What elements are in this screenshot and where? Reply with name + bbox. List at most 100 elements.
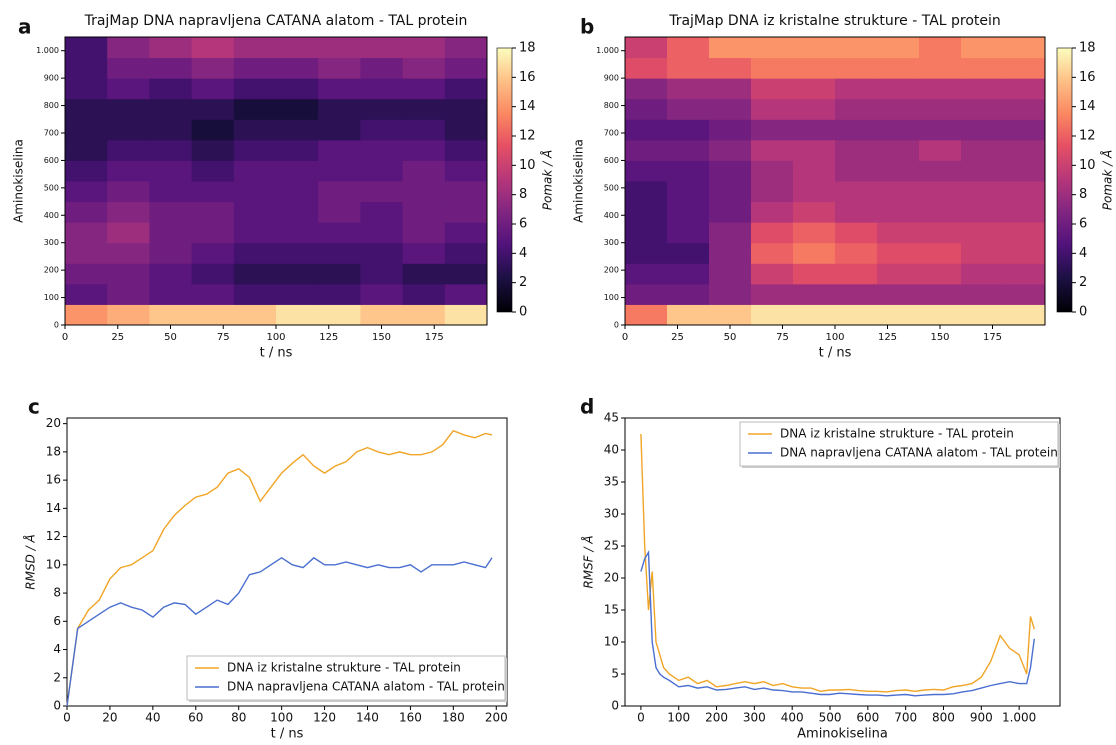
y-tick-label: 25 — [604, 539, 619, 553]
y-axis-label: Aminokiselina — [12, 139, 26, 223]
heat-cell — [793, 222, 836, 244]
heat-cell — [877, 181, 920, 203]
heat-cell — [919, 139, 962, 161]
heat-cell — [877, 242, 920, 264]
colorbar-tick-label: 18 — [519, 41, 536, 56]
heat-cell — [191, 98, 235, 120]
heat-cell — [667, 139, 710, 161]
heat-cell — [360, 57, 404, 79]
heat-cell — [1003, 119, 1046, 141]
heat-cell — [709, 283, 752, 305]
x-axis-label: t / ns — [260, 346, 293, 361]
legend-label: DNA napravljena CATANA alatom - TAL prot… — [227, 680, 505, 694]
x-tick-label: 0 — [637, 711, 645, 725]
x-tick-label: 100 — [667, 711, 690, 725]
heat-cell — [360, 304, 404, 326]
x-tick-label: 20 — [102, 711, 117, 725]
heat-cell — [402, 242, 446, 264]
heat-cell — [318, 242, 361, 264]
heat-cell — [107, 201, 150, 223]
heat-cell — [1003, 139, 1046, 161]
heat-cell — [961, 181, 1004, 203]
x-tick-label: 100 — [270, 711, 293, 725]
heat-cell — [360, 263, 404, 285]
heat-cell — [625, 139, 668, 161]
heat-cell — [877, 263, 920, 285]
colorbar-label: Pomak / Å — [540, 150, 555, 210]
panel-letter: d — [580, 395, 594, 419]
heat-cell — [793, 181, 836, 203]
heat-cell — [65, 181, 108, 203]
heat-cell — [276, 98, 319, 120]
heat-cell — [318, 160, 361, 182]
y-tick-label: 700 — [604, 129, 619, 138]
heat-cell — [65, 222, 108, 244]
heat-cell — [191, 242, 235, 264]
heat-cell — [233, 181, 277, 203]
heat-cell — [444, 181, 488, 203]
heat-cell — [402, 98, 446, 120]
y-tick-label: 35 — [604, 475, 619, 489]
heat-cell — [919, 57, 962, 79]
heat-cell — [318, 283, 361, 305]
heat-cell — [793, 304, 836, 326]
legend: DNA iz kristalne strukture - TAL protein… — [186, 655, 507, 702]
y-tick-label: 18 — [46, 444, 61, 458]
heat-cell — [444, 263, 488, 285]
heat-cell — [65, 160, 108, 182]
heat-cell — [667, 181, 710, 203]
heat-cell — [625, 201, 668, 223]
heat-cell — [149, 160, 193, 182]
y-tick-label: 100 — [44, 293, 59, 302]
y-tick-label: 500 — [604, 183, 619, 192]
x-tick-label: 140 — [356, 711, 379, 725]
heat-cell — [233, 57, 277, 79]
heat-cell — [961, 242, 1004, 264]
heat-cell — [835, 98, 878, 120]
heat-cell — [318, 78, 361, 100]
y-tick-label: 10 — [46, 557, 61, 571]
heat-cell — [877, 139, 920, 161]
heat-cell — [835, 242, 878, 264]
y-tick-label: 10 — [604, 635, 619, 649]
heat-cell — [107, 283, 150, 305]
heat-cell — [919, 222, 962, 244]
heat-cell — [276, 37, 319, 59]
x-tick-label: 160 — [399, 711, 422, 725]
heat-cell — [877, 283, 920, 305]
x-tick-label: 200 — [705, 711, 728, 725]
y-tick-label: 800 — [604, 101, 619, 110]
heat-cell — [877, 222, 920, 244]
heat-cell — [751, 181, 794, 203]
heat-cell — [65, 263, 108, 285]
colorbar-tick-label: 16 — [1079, 70, 1096, 85]
heat-cell — [107, 119, 150, 141]
heat-cell — [444, 98, 488, 120]
plot-frame — [66, 417, 508, 707]
heat-cell — [709, 160, 752, 182]
heat-cell — [793, 160, 836, 182]
heat-cell — [1003, 181, 1046, 203]
heat-cell — [667, 119, 710, 141]
heat-cell — [709, 181, 752, 203]
heat-cell — [709, 222, 752, 244]
heat-cell — [625, 181, 668, 203]
heat-cell — [233, 78, 277, 100]
heat-cell — [149, 222, 193, 244]
heat-cell — [835, 181, 878, 203]
y-tick-label: 400 — [44, 211, 59, 220]
y-tick-label: 6 — [53, 614, 61, 628]
x-tick-label: 75 — [217, 332, 230, 343]
heat-cell — [276, 57, 319, 79]
heat-cell — [751, 201, 794, 223]
x-tick-label: 800 — [932, 711, 955, 725]
x-tick-label: 100 — [825, 332, 844, 343]
heat-cell — [751, 263, 794, 285]
y-tick-label: 30 — [604, 507, 619, 521]
y-tick-label: 20 — [46, 416, 61, 430]
x-axis-label: t / ns — [271, 727, 304, 742]
heat-cell — [107, 139, 150, 161]
heat-cell — [276, 201, 319, 223]
x-tick-label: 25 — [671, 332, 684, 343]
y-axis-label: RMSD / Å — [23, 534, 38, 589]
